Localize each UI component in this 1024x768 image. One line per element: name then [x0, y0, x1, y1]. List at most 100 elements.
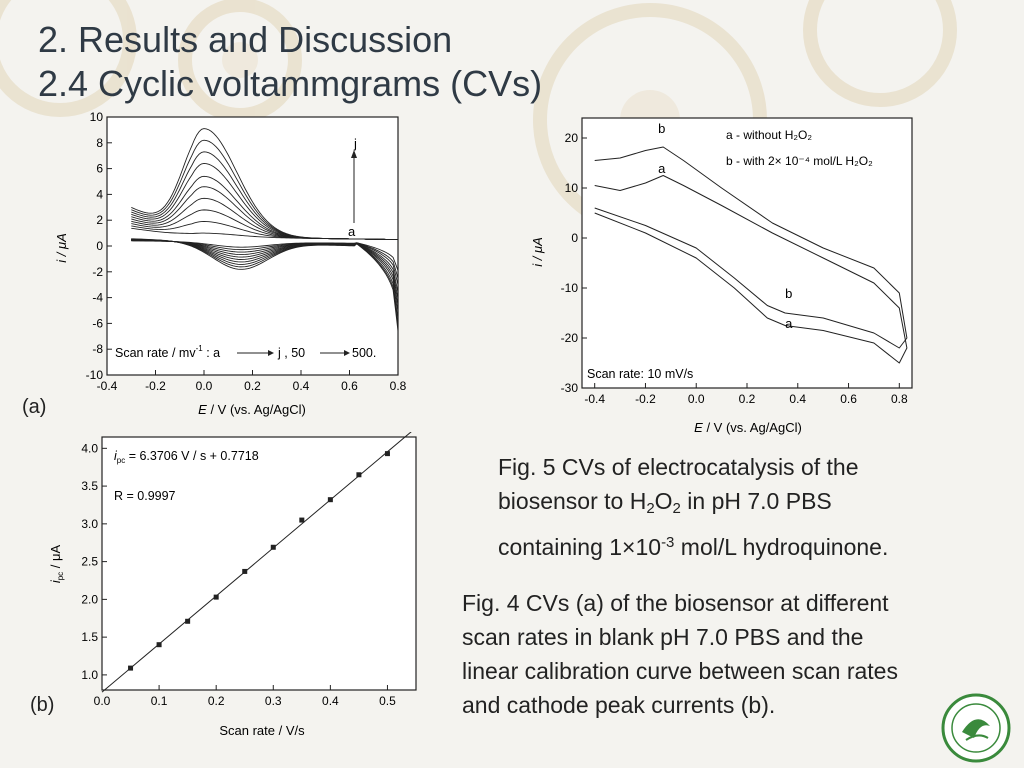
fig4a-cv-scan-rates-chart: 10 8 6 4 2 0 -2 -4 -6 -8 -10 -0.4 -0.2 0.0 0.2 0.4 0.6 0… — [54, 110, 407, 417]
data-point — [128, 665, 134, 671]
x-tick-label: -0.4 — [584, 392, 605, 406]
title-line-1: 2. Results and Discussion — [38, 19, 453, 60]
x-tick-label: 0.2 — [244, 379, 261, 393]
y-tick-label: 10 — [90, 110, 104, 124]
y-tick-label: -8 — [92, 342, 103, 356]
slide-title: 2. Results and Discussion 2.4 Cyclic vol… — [38, 18, 542, 106]
y-tick-label: 3.0 — [81, 517, 98, 531]
x-axis-label: E / V (vs. Ag/AgCl) — [694, 420, 802, 435]
y-tick-label: 2 — [96, 213, 103, 227]
y-tick-label: 8 — [96, 136, 103, 150]
data-point — [299, 517, 305, 523]
y-tick-label: 3.5 — [81, 479, 98, 493]
y-tick-label: -4 — [92, 291, 103, 305]
x-tick-label: 0.1 — [151, 694, 168, 708]
data-point — [185, 618, 191, 624]
x-tick-label: -0.2 — [635, 392, 656, 406]
x-tick-label: 0.3 — [265, 694, 282, 708]
x-tick-label: 0.6 — [341, 379, 358, 393]
correlation-r: R = 0.9997 — [114, 489, 176, 503]
x-tick-label: 0.0 — [196, 379, 213, 393]
x-tick-label: 0.4 — [789, 392, 806, 406]
annotation-a: a — [348, 224, 356, 239]
y-tick-label: -10 — [561, 281, 579, 295]
fig4b-calibration-chart: 1.0 1.5 2.0 2.5 3.0 3.5 4.0 0.0 0.1 0.2 0.3 0.4 0.5… — [48, 432, 417, 738]
x-tick-label: -0.2 — [145, 379, 166, 393]
legend-a: a - without H₂O₂ — [726, 128, 812, 142]
x-tick-label: 0.4 — [322, 694, 339, 708]
x-tick-label: 0.8 — [390, 379, 407, 393]
y-tick-label: 4 — [96, 187, 103, 201]
y-tick-label: 0 — [96, 239, 103, 253]
fig5-caption: Fig. 5 CVs of electrocatalysis of the bi… — [498, 450, 1008, 564]
y-tick-label: 2.0 — [81, 592, 98, 606]
x-tick-label: 0.5 — [379, 694, 396, 708]
fig5-caption-line2: biosensor to H2O2 in pH 7.0 PBS — [498, 488, 832, 517]
legend-arrowhead-2 — [344, 350, 350, 356]
fig4-caption-line3: linear calibration curve between scan ra… — [462, 658, 898, 684]
annotation-arrowhead — [351, 150, 357, 158]
x-tick-label: 0.4 — [293, 379, 310, 393]
x-tick-label: -0.4 — [97, 379, 118, 393]
data-point — [156, 642, 162, 648]
cv-curve-b — [594, 146, 908, 349]
x-tick-label: 0.2 — [739, 392, 756, 406]
y-axis-label: i / μA — [530, 237, 545, 267]
y-tick-label: -20 — [561, 331, 579, 345]
y-tick-label: -2 — [92, 265, 103, 279]
y-axis-label: i / μA — [54, 233, 69, 263]
data-point — [270, 544, 276, 550]
x-axis-label: Scan rate / V/s — [219, 723, 305, 738]
fig5-electrocatalysis-chart: 20 10 0 -10 -20 -30 -0.4 -0.2 0.0 0.2 0.4 0.6 0.8 i… — [530, 117, 913, 435]
y-axis-label: ipc / μA — [48, 545, 65, 584]
x-tick-label: 0.2 — [208, 694, 225, 708]
fig5-caption-line3: containing 1×10-3 mol/L hydroquinone. — [498, 534, 889, 560]
cv-curve-500 — [131, 128, 399, 332]
y-tick-label: 6 — [96, 162, 103, 176]
x-axis-label: E / V (vs. Ag/AgCl) — [198, 402, 306, 417]
fig4-caption-line2: scan rates in blank pH 7.0 PBS and the — [462, 624, 864, 650]
y-tick-label: -6 — [92, 316, 103, 330]
legend-b: b - with 2× 10⁻⁴ mol/L H₂O₂ — [726, 154, 873, 168]
y-tick-label: 0 — [571, 231, 578, 245]
curve-label-a: a — [658, 161, 666, 176]
x-axis-label-var: E — [198, 402, 207, 417]
fig4-caption-line4: and cathode peak currents (b). — [462, 692, 776, 718]
fig4-caption-line1: Fig. 4 CVs (a) of the biosensor at diffe… — [462, 590, 889, 616]
data-point — [327, 497, 333, 503]
panel-label-a: (a) — [22, 396, 47, 418]
fig4-caption: Fig. 4 CVs (a) of the biosensor at diffe… — [462, 586, 1012, 722]
y-tick-label: 20 — [565, 131, 579, 145]
legend-j-text: j , 50 — [277, 346, 305, 360]
curve-label-b: b — [658, 121, 665, 136]
curve-label-a: a — [785, 316, 793, 331]
data-point — [242, 568, 248, 574]
legend-end-text: 500. — [352, 346, 376, 360]
legend-arrowhead-1 — [268, 350, 274, 356]
data-point — [384, 451, 390, 457]
data-point — [356, 472, 362, 478]
x-tick-label: 0.8 — [891, 392, 908, 406]
y-tick-label: 10 — [565, 181, 579, 195]
fig5-caption-line1: Fig. 5 CVs of electrocatalysis of the — [498, 454, 859, 480]
y-tick-label: 1.5 — [81, 630, 98, 644]
y-tick-label: -10 — [86, 368, 104, 382]
y-tick-label: 1.0 — [81, 668, 98, 682]
data-point — [213, 594, 219, 600]
university-seal-logo — [941, 693, 1011, 763]
x-tick-label: 0.0 — [94, 694, 111, 708]
scan-rate-note: Scan rate: 10 mV/s — [587, 367, 693, 381]
y-tick-label: -30 — [561, 381, 579, 395]
y-tick-label: 2.5 — [81, 555, 98, 569]
curve-label-b: b — [785, 286, 792, 301]
scan-rate-legend: Scan rate / mv-1 : a — [115, 344, 220, 360]
regression-equation: ipc = 6.3706 V / s + 0.7718 — [114, 449, 259, 465]
title-line-2: 2.4 Cyclic voltammgrams (CVs) — [38, 63, 543, 104]
x-tick-label: 0.0 — [688, 392, 705, 406]
panel-label-b: (b) — [30, 694, 55, 716]
x-tick-label: 0.6 — [840, 392, 857, 406]
x-axis-label-rest: / V (vs. Ag/AgCl) — [207, 402, 306, 417]
y-tick-label: 4.0 — [81, 441, 98, 455]
fit-line — [101, 432, 412, 693]
cv-curve-a — [594, 175, 908, 364]
